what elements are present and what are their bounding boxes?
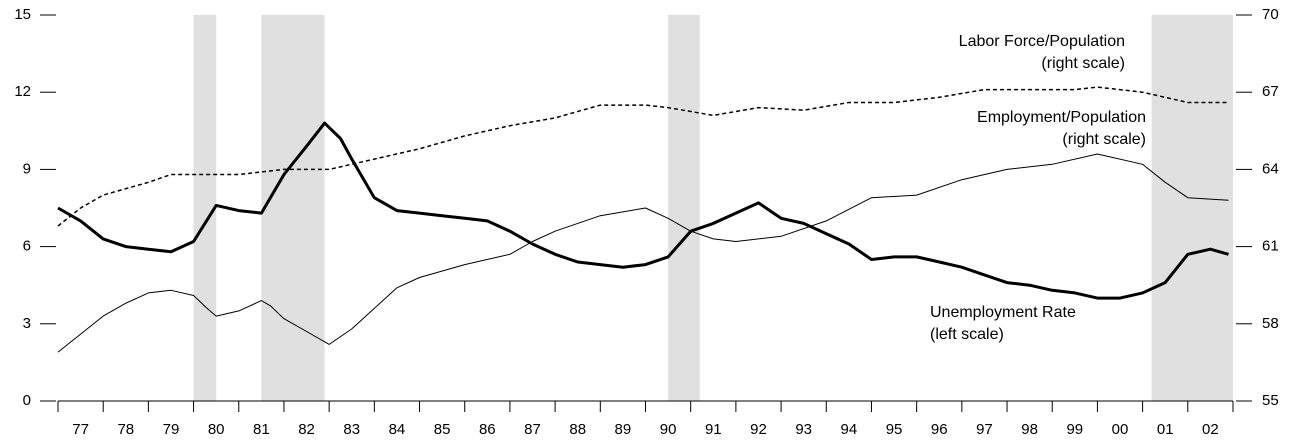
x-tick-label: 96	[931, 421, 948, 438]
x-tick-label: 94	[841, 421, 858, 438]
x-tick-label: 87	[524, 421, 541, 438]
x-tick-label: 92	[750, 421, 767, 438]
y2-tick-label: 67	[1262, 83, 1279, 100]
x-tick-label: 86	[479, 421, 496, 438]
x-tick-label: 00	[1112, 421, 1129, 438]
recession-band	[261, 15, 325, 401]
x-tick-label: 79	[163, 421, 180, 438]
y-tick-label: 9	[23, 160, 31, 177]
y2-tick-label: 70	[1262, 6, 1279, 23]
series-line	[57, 153, 1229, 353]
series-label: Unemployment Rate	[930, 304, 1076, 321]
y2-tick-label: 58	[1262, 315, 1279, 332]
x-tick-label: 78	[117, 421, 134, 438]
y-tick-label: 15	[14, 6, 31, 23]
series-label: Labor Force/Population	[959, 33, 1125, 50]
y-tick-label: 0	[23, 392, 31, 409]
y-tick-label: 6	[23, 238, 31, 255]
series-note: (right scale)	[1041, 55, 1125, 72]
y2-tick-label: 61	[1262, 238, 1279, 255]
y2-tick-label: 64	[1262, 160, 1279, 177]
x-tick-label: 01	[1157, 421, 1174, 438]
recession-band	[1151, 15, 1233, 401]
series-line	[57, 121, 1229, 300]
x-tick-label: 89	[615, 421, 632, 438]
series-note: (left scale)	[930, 326, 1004, 343]
x-tick-label: 80	[208, 421, 225, 438]
x-tick-label: 82	[298, 421, 315, 438]
recession-band	[668, 15, 700, 401]
x-tick-label: 95	[886, 421, 903, 438]
y-tick-label: 3	[23, 315, 31, 332]
x-tick-label: 83	[343, 421, 360, 438]
y2-tick-label: 55	[1262, 392, 1279, 409]
x-tick-label: 97	[976, 421, 993, 438]
series-line	[57, 86, 1229, 227]
series-note: (right scale)	[1062, 131, 1146, 148]
x-tick-label: 99	[1066, 421, 1083, 438]
x-tick-label: 90	[660, 421, 677, 438]
x-tick-label: 91	[705, 421, 722, 438]
y-tick-label: 12	[14, 83, 31, 100]
recession-band	[193, 15, 217, 401]
x-tick-label: 02	[1202, 421, 1219, 438]
x-tick-label: 93	[795, 421, 812, 438]
series-label: Employment/Population	[977, 109, 1146, 126]
x-tick-label: 98	[1021, 421, 1038, 438]
x-tick-label: 77	[72, 421, 89, 438]
x-tick-label: 88	[569, 421, 586, 438]
x-tick-label: 81	[253, 421, 270, 438]
x-tick-label: 84	[389, 421, 406, 438]
x-tick-label: 85	[434, 421, 451, 438]
